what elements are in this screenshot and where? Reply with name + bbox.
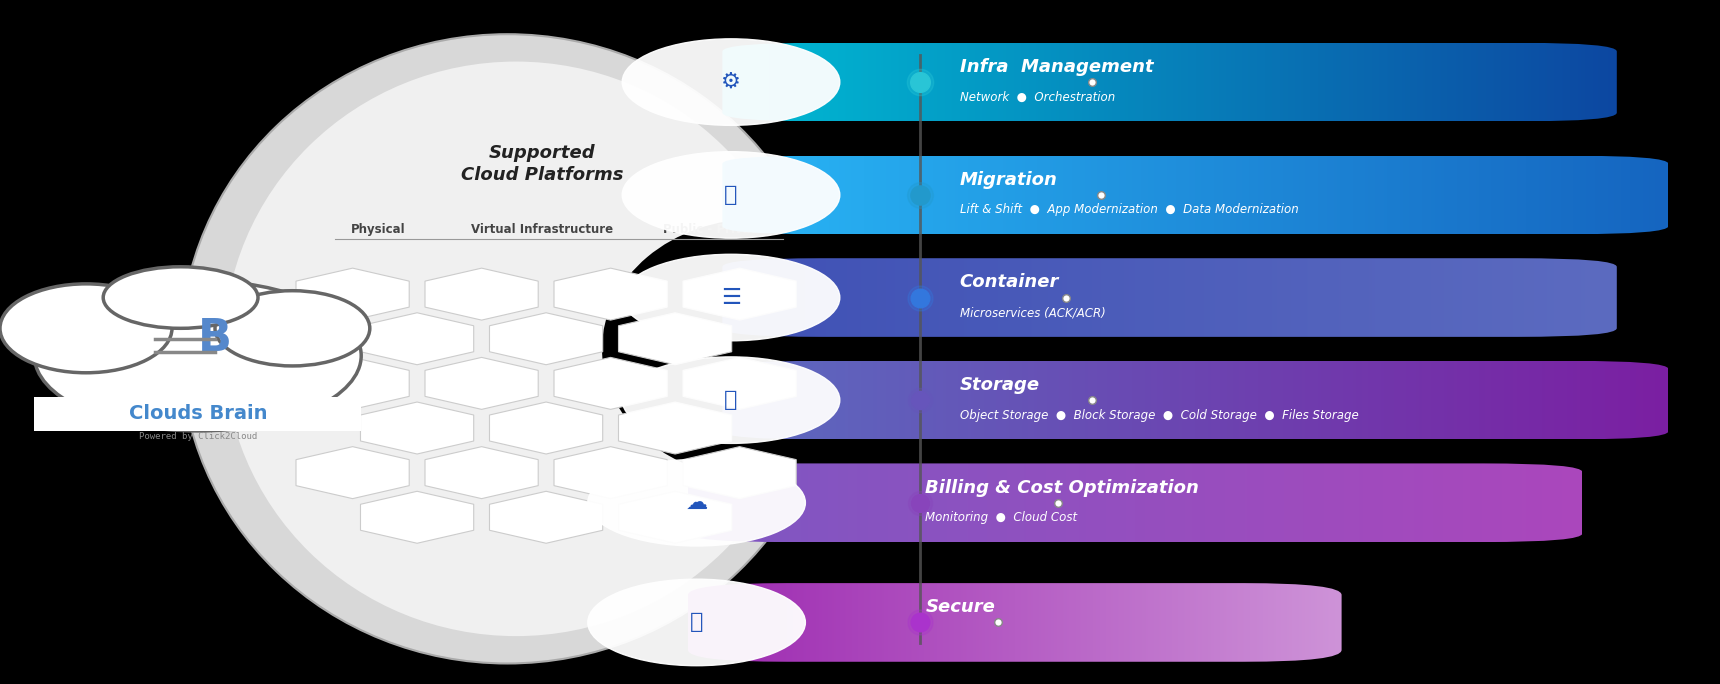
Point [1087, 189, 1115, 200]
Polygon shape [554, 447, 667, 499]
Point [906, 617, 934, 628]
Point [1078, 77, 1106, 88]
Text: B: B [198, 317, 232, 360]
Text: Physical: Physical [351, 222, 406, 236]
Point [906, 292, 934, 303]
Ellipse shape [224, 62, 808, 636]
Point [906, 189, 934, 200]
Text: Migration: Migration [960, 171, 1058, 189]
Polygon shape [683, 268, 796, 320]
Polygon shape [425, 447, 538, 499]
Polygon shape [425, 268, 538, 320]
Text: ⛅: ⛅ [724, 185, 738, 205]
Polygon shape [296, 268, 409, 320]
Circle shape [588, 460, 805, 546]
Point [906, 189, 934, 200]
Polygon shape [554, 268, 667, 320]
Polygon shape [619, 402, 731, 454]
Polygon shape [619, 313, 731, 365]
Circle shape [623, 152, 839, 238]
Circle shape [588, 579, 805, 666]
Polygon shape [490, 491, 602, 543]
Polygon shape [683, 358, 796, 409]
Circle shape [623, 254, 839, 341]
Ellipse shape [103, 267, 258, 328]
Text: Billing & Cost Optimization: Billing & Cost Optimization [925, 479, 1199, 497]
Text: Microservices (ACK/ACR): Microservices (ACK/ACR) [960, 306, 1106, 319]
Text: ☁: ☁ [686, 492, 707, 513]
Point [906, 77, 934, 88]
Polygon shape [296, 358, 409, 409]
Text: 🗄: 🗄 [724, 390, 738, 410]
Ellipse shape [602, 219, 912, 479]
Point [1044, 497, 1072, 508]
Text: Object Storage  ●  Block Storage  ●  Cold Storage  ●  Files Storage: Object Storage ● Block Storage ● Cold St… [960, 408, 1359, 422]
Text: Infra  Management: Infra Management [960, 58, 1154, 76]
Ellipse shape [34, 280, 361, 431]
Polygon shape [619, 491, 731, 543]
Text: Network  ●  Orchestration: Network ● Orchestration [960, 90, 1115, 104]
Text: ☰: ☰ [721, 287, 741, 308]
Point [906, 292, 934, 303]
Ellipse shape [0, 284, 172, 373]
Circle shape [623, 39, 839, 125]
Polygon shape [361, 402, 473, 454]
Text: ⚙: ⚙ [721, 72, 741, 92]
Point [906, 77, 934, 88]
Text: 🔐: 🔐 [690, 612, 703, 633]
Text: Virtual Infrastructure: Virtual Infrastructure [471, 222, 612, 236]
Polygon shape [296, 447, 409, 499]
Polygon shape [490, 402, 602, 454]
Polygon shape [361, 491, 473, 543]
Text: Container: Container [960, 274, 1060, 291]
Point [906, 497, 934, 508]
Ellipse shape [215, 291, 370, 366]
Polygon shape [490, 313, 602, 365]
Text: Clouds Brain: Clouds Brain [129, 404, 267, 423]
Polygon shape [425, 358, 538, 409]
Polygon shape [361, 313, 473, 365]
Polygon shape [554, 358, 667, 409]
Text: Powered by Click2Cloud: Powered by Click2Cloud [139, 432, 256, 441]
Point [1053, 292, 1080, 303]
Point [984, 617, 1011, 628]
Point [1078, 395, 1106, 406]
Ellipse shape [181, 34, 834, 663]
Bar [34, 397, 361, 431]
Point [906, 395, 934, 406]
Text: Monitoring  ●  Cloud Cost: Monitoring ● Cloud Cost [925, 511, 1077, 525]
Text: Supported
Cloud Platforms: Supported Cloud Platforms [461, 144, 623, 184]
Text: Public - Private: Public - Private [664, 222, 764, 236]
Text: Secure: Secure [925, 598, 996, 616]
Polygon shape [683, 447, 796, 499]
Text: Lift & Shift  ●  App Modernization  ●  Data Modernization: Lift & Shift ● App Modernization ● Data … [960, 203, 1299, 217]
Point [906, 617, 934, 628]
Point [906, 395, 934, 406]
Point [906, 497, 934, 508]
Circle shape [623, 357, 839, 443]
Text: Storage: Storage [960, 376, 1041, 394]
